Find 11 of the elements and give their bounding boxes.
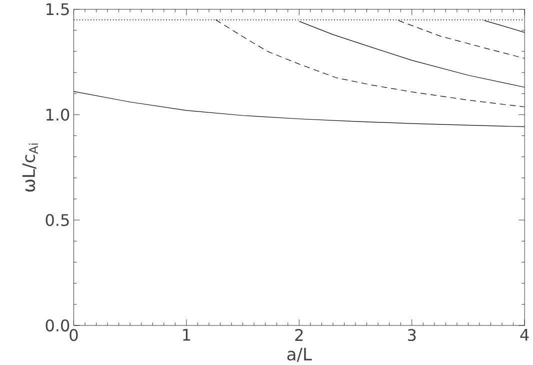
x-axis-title: a/L [287,348,312,362]
x-tick-label: 4 [520,328,529,341]
y-tick-label: 1.5 [46,3,69,16]
y-tick-label: 0.0 [46,319,70,332]
x-tick-label: 0 [70,328,78,341]
x-tick-label: 1 [183,328,190,341]
y-axis-title: ωL/c$_{Ai}$ [22,143,38,192]
x-tick-label: 3 [408,328,416,341]
y-tick-label: 0.5 [46,214,69,226]
x-tick-label: 2 [295,328,303,341]
y-tick-label: 1.0 [46,108,70,121]
